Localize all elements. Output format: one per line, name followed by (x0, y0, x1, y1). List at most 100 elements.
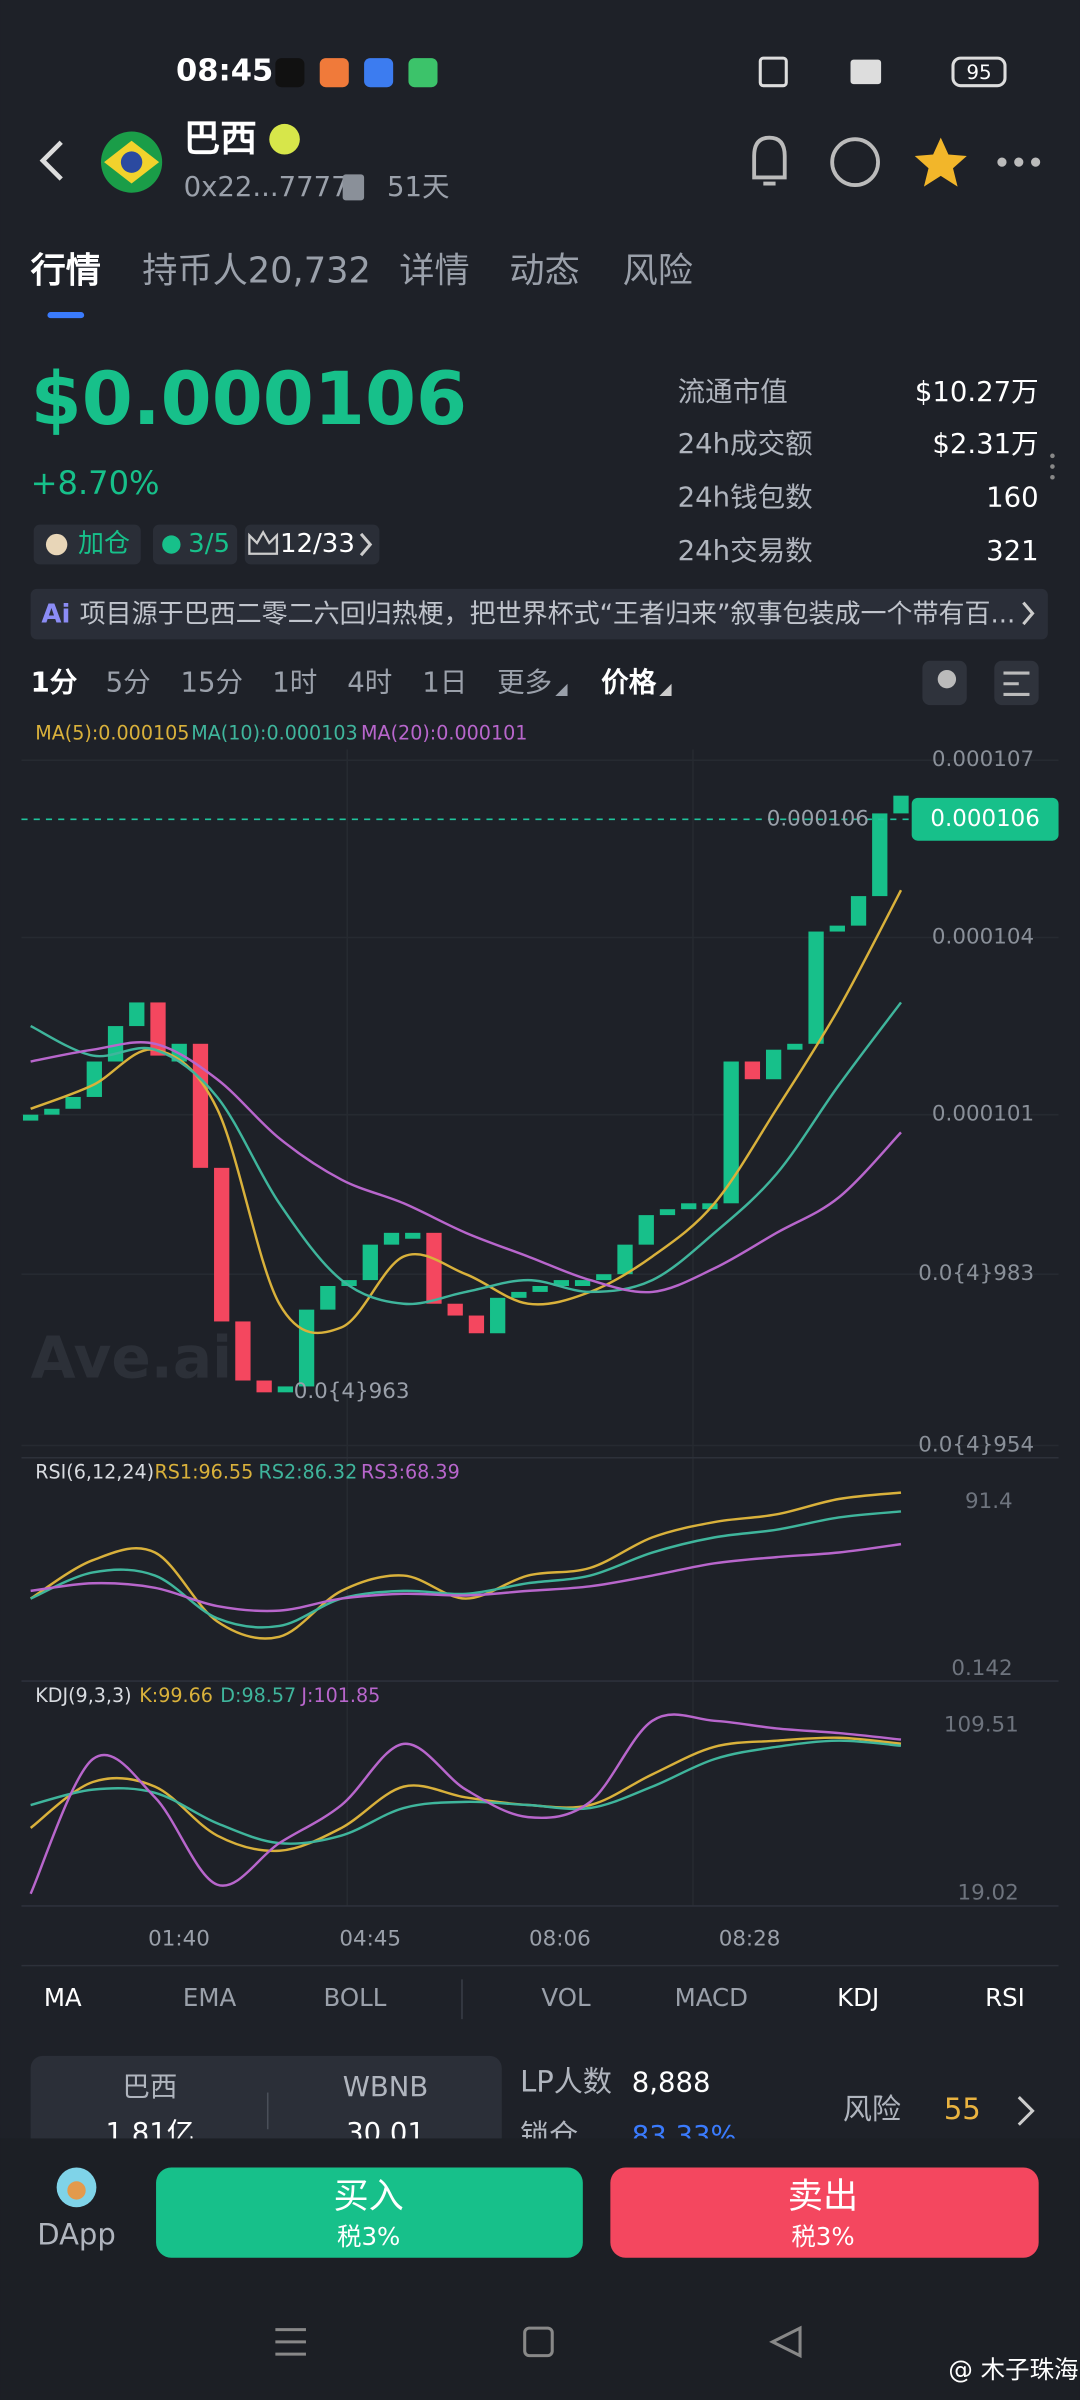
current-price-tag-text: 0.000106 (930, 806, 1039, 832)
candle (872, 813, 888, 897)
badge-text[interactable]: 12/33 (280, 529, 355, 559)
nav-back[interactable] (769, 2325, 802, 2359)
buy-label[interactable]: 买入 (334, 2176, 404, 2217)
indicator-tab[interactable]: VOL (541, 1983, 591, 2012)
interval[interactable]: 更多 (497, 667, 552, 699)
indicator-tab[interactable]: EMA (183, 1983, 237, 2012)
candle (596, 1274, 612, 1281)
sell-button[interactable] (610, 2167, 1039, 2258)
indicator-tab[interactable]: BOLL (323, 1983, 386, 2012)
gauge-icon[interactable] (830, 137, 880, 187)
candle (214, 1167, 230, 1322)
candle (808, 931, 824, 1044)
ma-legend: MA(20):0.000101 (361, 722, 527, 745)
candle (723, 1061, 739, 1204)
indicator-tab[interactable]: MACD (675, 1983, 748, 2012)
y-tick-label: 0.0{4}983 (918, 1261, 1034, 1286)
kdj-label: KDJ(9,3,3) (35, 1684, 131, 1707)
candle (320, 1286, 336, 1310)
y-tick-label: 0.000101 (932, 1102, 1034, 1127)
interval[interactable]: 4时 (347, 667, 392, 699)
tab[interactable]: 动态 (509, 250, 579, 291)
indicator-tab[interactable]: KDJ (837, 1983, 879, 2012)
favorite-star[interactable] (914, 137, 967, 187)
kdj-legend: D:98.57 (220, 1684, 296, 1707)
chevron (1017, 2096, 1035, 2126)
app-icon (275, 58, 305, 88)
rsi-legend: RS1:96.55 (155, 1461, 254, 1484)
y-tick-label: 109.51 (944, 1712, 1019, 1737)
interval[interactable]: 1日 (422, 667, 467, 699)
candle (468, 1315, 485, 1334)
tab[interactable]: 持币人20,732 (142, 250, 371, 291)
candle (511, 1291, 527, 1298)
kdj-legend: K:99.66 (139, 1684, 213, 1707)
back-button[interactable] (39, 140, 63, 181)
candle (447, 1303, 463, 1316)
badge-text[interactable]: 3/5 (188, 529, 230, 559)
app-icon (408, 58, 438, 88)
candle (659, 1209, 676, 1216)
interval[interactable]: 1时 (272, 667, 317, 699)
stat-label: 24h钱包数 (678, 482, 813, 514)
badge-text[interactable]: 加仓 (78, 529, 130, 559)
risk-value[interactable]: 55 (944, 2092, 981, 2126)
tab[interactable]: 风险 (623, 250, 693, 291)
more-menu[interactable] (997, 157, 1041, 167)
stat-label: 24h成交额 (678, 428, 813, 460)
price-change: +8.70% (31, 464, 160, 502)
badge-icon (45, 533, 68, 556)
interval[interactable]: 5分 (106, 667, 151, 699)
y-tick-label: 0.0{4}954 (918, 1433, 1034, 1458)
interval[interactable]: 15分 (181, 667, 244, 699)
indicator-tab[interactable]: MA (44, 1983, 82, 2012)
copy-icon[interactable] (342, 174, 365, 201)
nav-menu[interactable] (275, 2328, 306, 2356)
buy-button[interactable] (156, 2167, 583, 2258)
nfc-icon (758, 56, 788, 88)
app-icon (364, 58, 394, 88)
bell-icon[interactable] (752, 135, 787, 186)
sell-label[interactable]: 卖出 (788, 2176, 858, 2217)
price: $0.000106 (31, 357, 468, 442)
y-tick-label: 91.4 (965, 1489, 1013, 1514)
candle (383, 1232, 400, 1245)
candle (277, 1386, 294, 1393)
tab[interactable]: 详情 (399, 250, 469, 291)
side-dots (1050, 453, 1055, 480)
candle (22, 1114, 39, 1121)
ai-banner[interactable] (30, 588, 1048, 640)
indicator-tab[interactable]: RSI (985, 1983, 1025, 2012)
tab[interactable]: 行情 (31, 250, 101, 291)
nav-home[interactable] (523, 2326, 554, 2358)
time-label: 08:28 (719, 1927, 781, 1952)
candle (86, 1061, 102, 1097)
sell-tax[interactable]: 税3% (791, 2222, 854, 2251)
clock: 08:45 (176, 53, 273, 88)
chevron (359, 532, 373, 557)
candle (617, 1244, 633, 1275)
dapp-label[interactable]: DApp (37, 2217, 116, 2251)
badge[interactable] (153, 524, 238, 565)
verified-badge (269, 123, 300, 155)
ai-summary[interactable]: 项目源于巴西二零二六回归热梗，把世界杯式“王者归来”叙事包装成一个带有百... (80, 599, 1016, 629)
candle (298, 1309, 315, 1387)
risk-label[interactable]: 风险 (843, 2092, 901, 2126)
token-address[interactable]: 0x22...7777 (184, 171, 349, 203)
rsi-legend: RS3:68.39 (361, 1461, 460, 1484)
badge[interactable] (244, 524, 380, 565)
interval[interactable]: 1分 (31, 667, 78, 699)
buy-tax[interactable]: 税3% (337, 2222, 400, 2251)
badge-icon (162, 535, 181, 554)
indicator-line (30, 1040, 902, 1294)
pool-token: 巴西 (122, 2071, 177, 2103)
candle (129, 1002, 145, 1027)
interval[interactable]: 价格 (601, 667, 657, 699)
candle (426, 1232, 442, 1304)
candle (341, 1280, 357, 1287)
kdj-legend: J:101.85 (300, 1684, 380, 1707)
candle (681, 1203, 697, 1210)
y-tick-label: 0.142 (951, 1656, 1012, 1681)
